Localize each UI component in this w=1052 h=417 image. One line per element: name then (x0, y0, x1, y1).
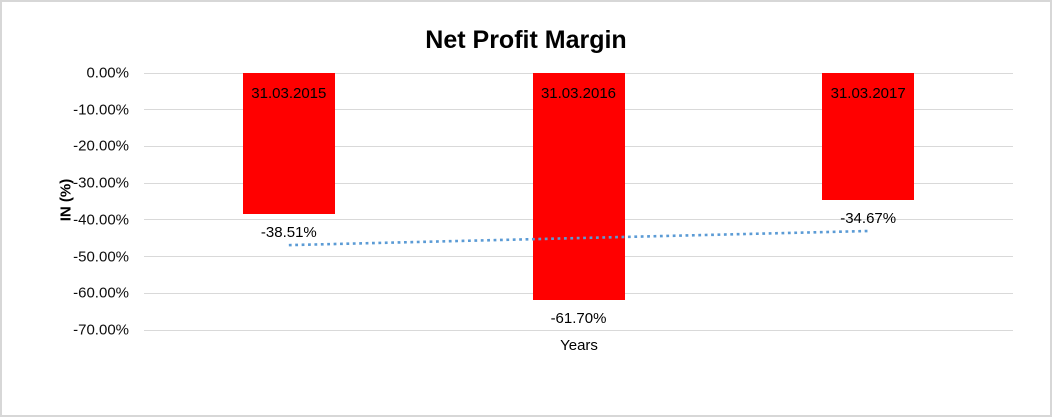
y-tick-label: -30.00% (73, 174, 129, 192)
y-tick-label: 0.00% (86, 64, 129, 82)
bar-category-label: 31.03.2015 (251, 85, 327, 102)
y-tick-label: -70.00% (73, 321, 129, 339)
gridline (144, 329, 1013, 331)
y-tick-label: -40.00% (73, 211, 129, 229)
chart-title: Net Profit Margin (425, 26, 627, 54)
x-axis-title: Years (560, 337, 598, 354)
y-tick-label: -10.00% (73, 101, 129, 119)
bar-value-label: -38.51% (260, 224, 317, 242)
bar-31.03.2016 (532, 73, 625, 300)
bar-31.03.2015 (242, 73, 335, 215)
y-tick-label: -50.00% (73, 248, 129, 266)
bar-value-label: -61.70% (550, 309, 607, 327)
bar-category-label: 31.03.2017 (830, 85, 906, 102)
y-tick-label: -20.00% (73, 137, 129, 155)
y-tick-label: -60.00% (73, 284, 129, 302)
bar-value-label: -34.67% (840, 210, 897, 228)
bar-category-label: 31.03.2016 (540, 85, 617, 102)
bar-31.03.2017 (822, 73, 915, 201)
